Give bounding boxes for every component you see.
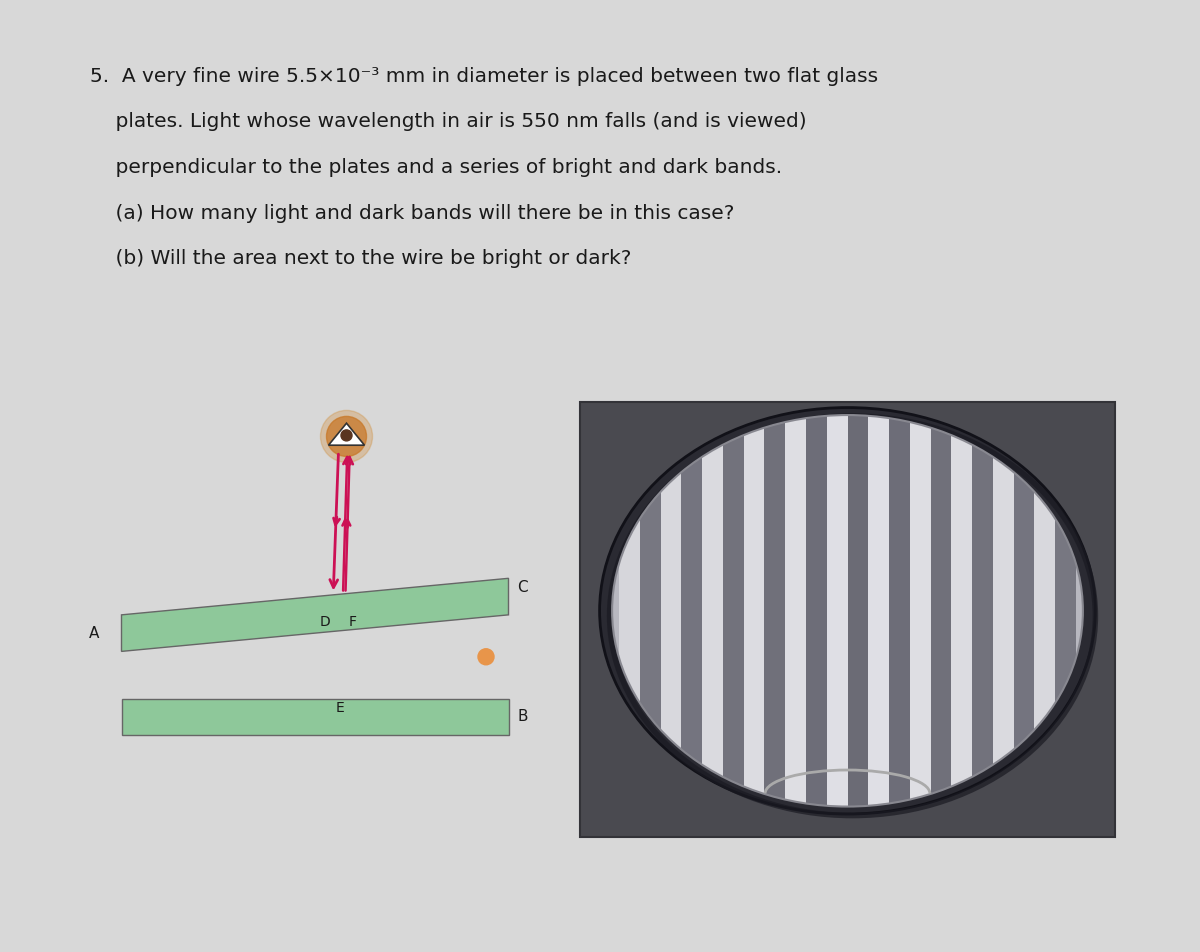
Bar bbox=[640, 415, 661, 806]
Ellipse shape bbox=[600, 407, 1096, 814]
Bar bbox=[661, 415, 682, 806]
Bar bbox=[764, 415, 785, 806]
Polygon shape bbox=[121, 578, 509, 651]
Bar bbox=[847, 415, 869, 806]
Bar bbox=[889, 415, 910, 806]
Text: perpendicular to the plates and a series of bright and dark bands.: perpendicular to the plates and a series… bbox=[90, 158, 782, 177]
Text: (a) How many light and dark bands will there be in this case?: (a) How many light and dark bands will t… bbox=[90, 204, 734, 223]
Bar bbox=[910, 415, 930, 806]
Text: F: F bbox=[349, 615, 356, 628]
Text: 5.  A very fine wire 5.5×10⁻³ mm in diameter is placed between two flat glass: 5. A very fine wire 5.5×10⁻³ mm in diame… bbox=[90, 67, 878, 86]
Bar bbox=[992, 415, 1014, 806]
Bar bbox=[580, 402, 1115, 837]
Bar bbox=[619, 415, 640, 806]
Text: plates. Light whose wavelength in air is 550 nm falls (and is viewed): plates. Light whose wavelength in air is… bbox=[90, 112, 806, 131]
Circle shape bbox=[320, 410, 372, 463]
Polygon shape bbox=[121, 699, 509, 735]
Text: A: A bbox=[89, 625, 98, 641]
Circle shape bbox=[341, 430, 352, 441]
Bar bbox=[1014, 415, 1034, 806]
Circle shape bbox=[478, 648, 494, 664]
Bar bbox=[972, 415, 992, 806]
Text: E: E bbox=[335, 701, 344, 715]
Bar bbox=[744, 415, 764, 806]
Bar bbox=[1034, 415, 1055, 806]
Bar bbox=[702, 415, 722, 806]
Bar bbox=[722, 415, 744, 806]
Bar bbox=[682, 415, 702, 806]
Bar bbox=[952, 415, 972, 806]
Bar bbox=[930, 415, 952, 806]
Bar bbox=[869, 415, 889, 806]
Circle shape bbox=[326, 416, 366, 456]
Ellipse shape bbox=[612, 415, 1082, 806]
Bar bbox=[785, 415, 806, 806]
Text: B: B bbox=[517, 709, 528, 724]
Text: D: D bbox=[320, 615, 331, 628]
Polygon shape bbox=[329, 424, 365, 446]
Text: C: C bbox=[517, 581, 528, 595]
Bar bbox=[806, 415, 827, 806]
Text: (b) Will the area next to the wire be bright or dark?: (b) Will the area next to the wire be br… bbox=[90, 249, 631, 268]
Bar bbox=[827, 415, 847, 806]
Bar bbox=[1055, 415, 1076, 806]
